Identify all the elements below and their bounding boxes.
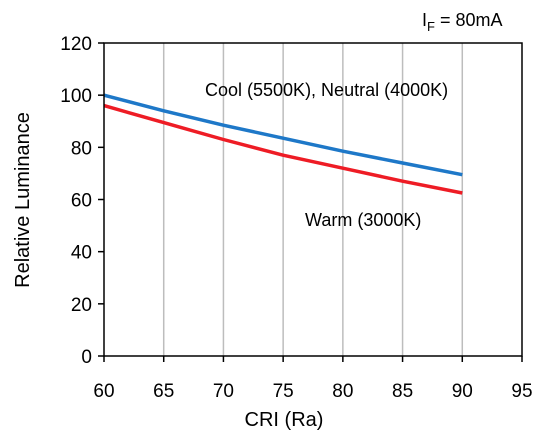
series-line-cool-neutral [103, 93, 463, 177]
y-tick-label: 40 [71, 243, 92, 264]
series-label-cool-neutral: Cool (5500K), Neutral (4000K) [205, 80, 448, 100]
condition-main: I [422, 10, 427, 30]
y-tick-label: 80 [71, 138, 92, 159]
plot-frame [103, 42, 523, 357]
grid-lines [162, 43, 464, 356]
condition-label: IF = 80mA [422, 10, 503, 34]
x-tick-label: 60 [93, 381, 114, 402]
y-axis-ticks: 0 20 40 60 80 100 120 [60, 34, 104, 368]
x-tick-label: 95 [511, 381, 532, 402]
series-lines [103, 93, 463, 195]
condition-subscript: F [427, 19, 435, 34]
x-tick-label: 80 [332, 381, 353, 402]
y-tick-label: 120 [60, 34, 92, 55]
x-tick-label: 90 [452, 381, 473, 402]
y-tick-label: 20 [71, 295, 92, 316]
x-tick-label: 65 [153, 381, 174, 402]
condition-rest: = 80mA [435, 10, 503, 30]
x-axis-ticks: 60 65 70 75 80 85 90 95 [93, 356, 533, 402]
x-tick-label: 75 [273, 381, 294, 402]
y-tick-label: 60 [71, 191, 92, 212]
y-tick-label: 100 [60, 86, 92, 107]
series-line-warm [103, 103, 463, 195]
series-label-warm: Warm (3000K) [305, 210, 421, 230]
x-tick-label: 85 [392, 381, 413, 402]
x-axis-title: CRI (Ra) [245, 409, 324, 431]
x-tick-label: 70 [213, 381, 234, 402]
y-tick-label: 0 [81, 347, 92, 368]
y-axis-title: Relative Luminance [12, 112, 34, 288]
